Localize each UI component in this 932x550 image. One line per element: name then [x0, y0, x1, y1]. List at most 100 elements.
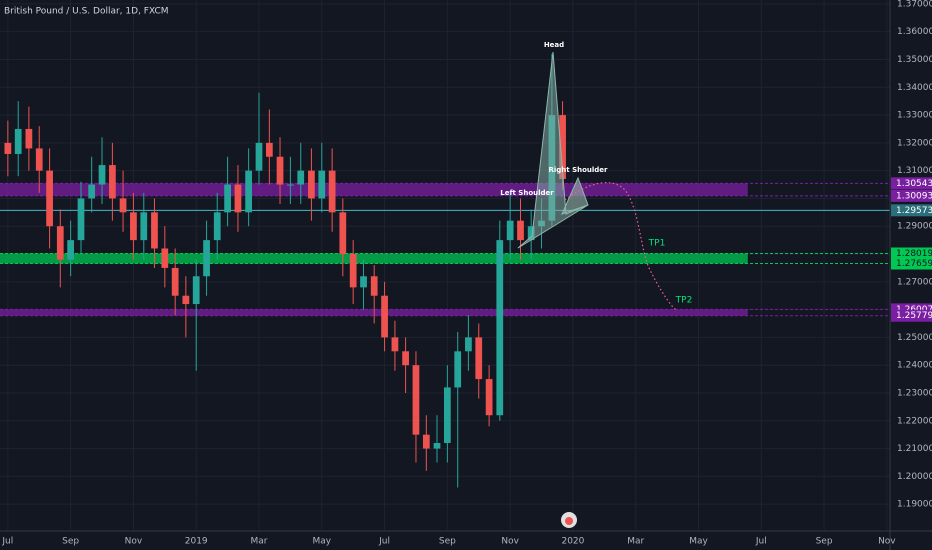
candle-body [182, 295, 190, 305]
y-tick-label: 1.19000 [897, 500, 932, 510]
candle-body [475, 337, 483, 380]
y-tick-label: 1.27000 [897, 277, 932, 287]
x-tick-label: Jul [1, 537, 13, 547]
candle-body [88, 184, 96, 199]
candle-body [203, 240, 210, 277]
y-tick-label: 1.34000 [897, 83, 932, 93]
candle-body [161, 248, 169, 268]
candle-body [213, 212, 221, 241]
price-label-box [891, 204, 932, 217]
candle-body [287, 184, 294, 186]
y-tick-label: 1.22000 [897, 416, 932, 426]
candle-body [433, 443, 441, 449]
candle-body [506, 220, 514, 241]
candle-body [119, 198, 127, 213]
candle-body [360, 276, 367, 288]
x-tick-label: 2020 [561, 537, 584, 547]
pattern [517, 51, 677, 311]
y-tick-label: 1.33000 [897, 111, 932, 121]
right-shoulder-shape [561, 176, 589, 215]
price-label-box [891, 189, 932, 202]
head-label: Head [544, 41, 564, 49]
y-tick-label: 1.31000 [897, 166, 932, 176]
x-tick-label: May [689, 537, 708, 547]
candle-body [381, 295, 388, 338]
x-tick-label: Sep [816, 537, 833, 547]
candle-body [192, 276, 200, 305]
price-label: 1.30543 [896, 179, 932, 189]
price-label-box [891, 247, 932, 260]
y-tick-label: 1.24000 [897, 361, 932, 371]
candle-body [255, 142, 263, 171]
candle-body [496, 240, 504, 416]
candle-body [527, 226, 535, 241]
y-tick-label: 1.25000 [897, 333, 932, 343]
candle-body [318, 170, 326, 199]
x-tick-label: Sep [439, 537, 456, 547]
zone [0, 253, 748, 264]
candle-body [265, 142, 273, 157]
price-label: 1.29573 [896, 206, 932, 216]
candle-body [35, 148, 43, 171]
candle-body [56, 226, 64, 260]
candle-body [234, 184, 242, 213]
candle-body [151, 212, 158, 249]
x-tick-label: Mar [251, 537, 268, 547]
candle-body [402, 351, 409, 366]
candle-body [349, 254, 357, 288]
candle-body [308, 170, 315, 199]
candle-body [224, 184, 231, 213]
candle-body [25, 128, 33, 149]
tp2-label: TP2 [675, 296, 693, 306]
candle-body [4, 142, 12, 154]
x-tick-label: Sep [62, 537, 79, 547]
x-tick-label: Nov [501, 537, 519, 547]
price-label-box [891, 257, 932, 270]
candle-body [276, 156, 284, 185]
x-tick-label: May [312, 537, 331, 547]
logo [561, 512, 577, 528]
y-tick-label: 1.29000 [897, 222, 932, 232]
candle-body [339, 212, 347, 255]
y-tick-label: 1.35000 [897, 55, 932, 65]
price-label: 1.28019 [896, 249, 932, 259]
y-tick-label: 1.23000 [897, 388, 932, 398]
candle-body [412, 365, 420, 435]
grid [0, 0, 890, 530]
candle-body [130, 212, 137, 241]
x-tick-label: Nov [878, 537, 896, 547]
tp1-label: TP1 [648, 239, 666, 249]
y-tick-label: 1.36000 [897, 27, 932, 37]
chart-title: British Pound / U.S. Dollar, 1D, FXCM [4, 7, 169, 17]
candle-body [14, 128, 22, 154]
x-tick-label: Nov [125, 537, 143, 547]
price-label: 1.25779 [896, 311, 932, 321]
candle-body [443, 387, 451, 444]
x-tick-label: 2019 [185, 537, 208, 547]
candle-body [171, 267, 179, 296]
candle-body [485, 379, 493, 416]
candle-body [517, 220, 524, 241]
price-label-box [891, 309, 932, 322]
x-tick-label: Jul [755, 537, 767, 547]
candle-body [98, 165, 106, 185]
x-tick-label: Mar [627, 537, 644, 547]
head-shoulders-shape [517, 51, 589, 249]
candle-body [245, 170, 253, 213]
candle-body [465, 337, 472, 352]
candle-body [328, 170, 336, 213]
price-label: 1.30093 [896, 191, 932, 201]
right-shoulder-label: Right Shoulder [549, 166, 609, 174]
x-tick-label: Jul [378, 537, 390, 547]
logo-dot [565, 517, 573, 525]
candle-body [67, 240, 75, 260]
candle-body [454, 351, 462, 388]
candle-body [559, 115, 566, 179]
candle-body [391, 337, 399, 352]
candle-body [140, 212, 148, 241]
price-label-box [891, 177, 932, 190]
y-tick-label: 1.37000 [897, 0, 932, 9]
